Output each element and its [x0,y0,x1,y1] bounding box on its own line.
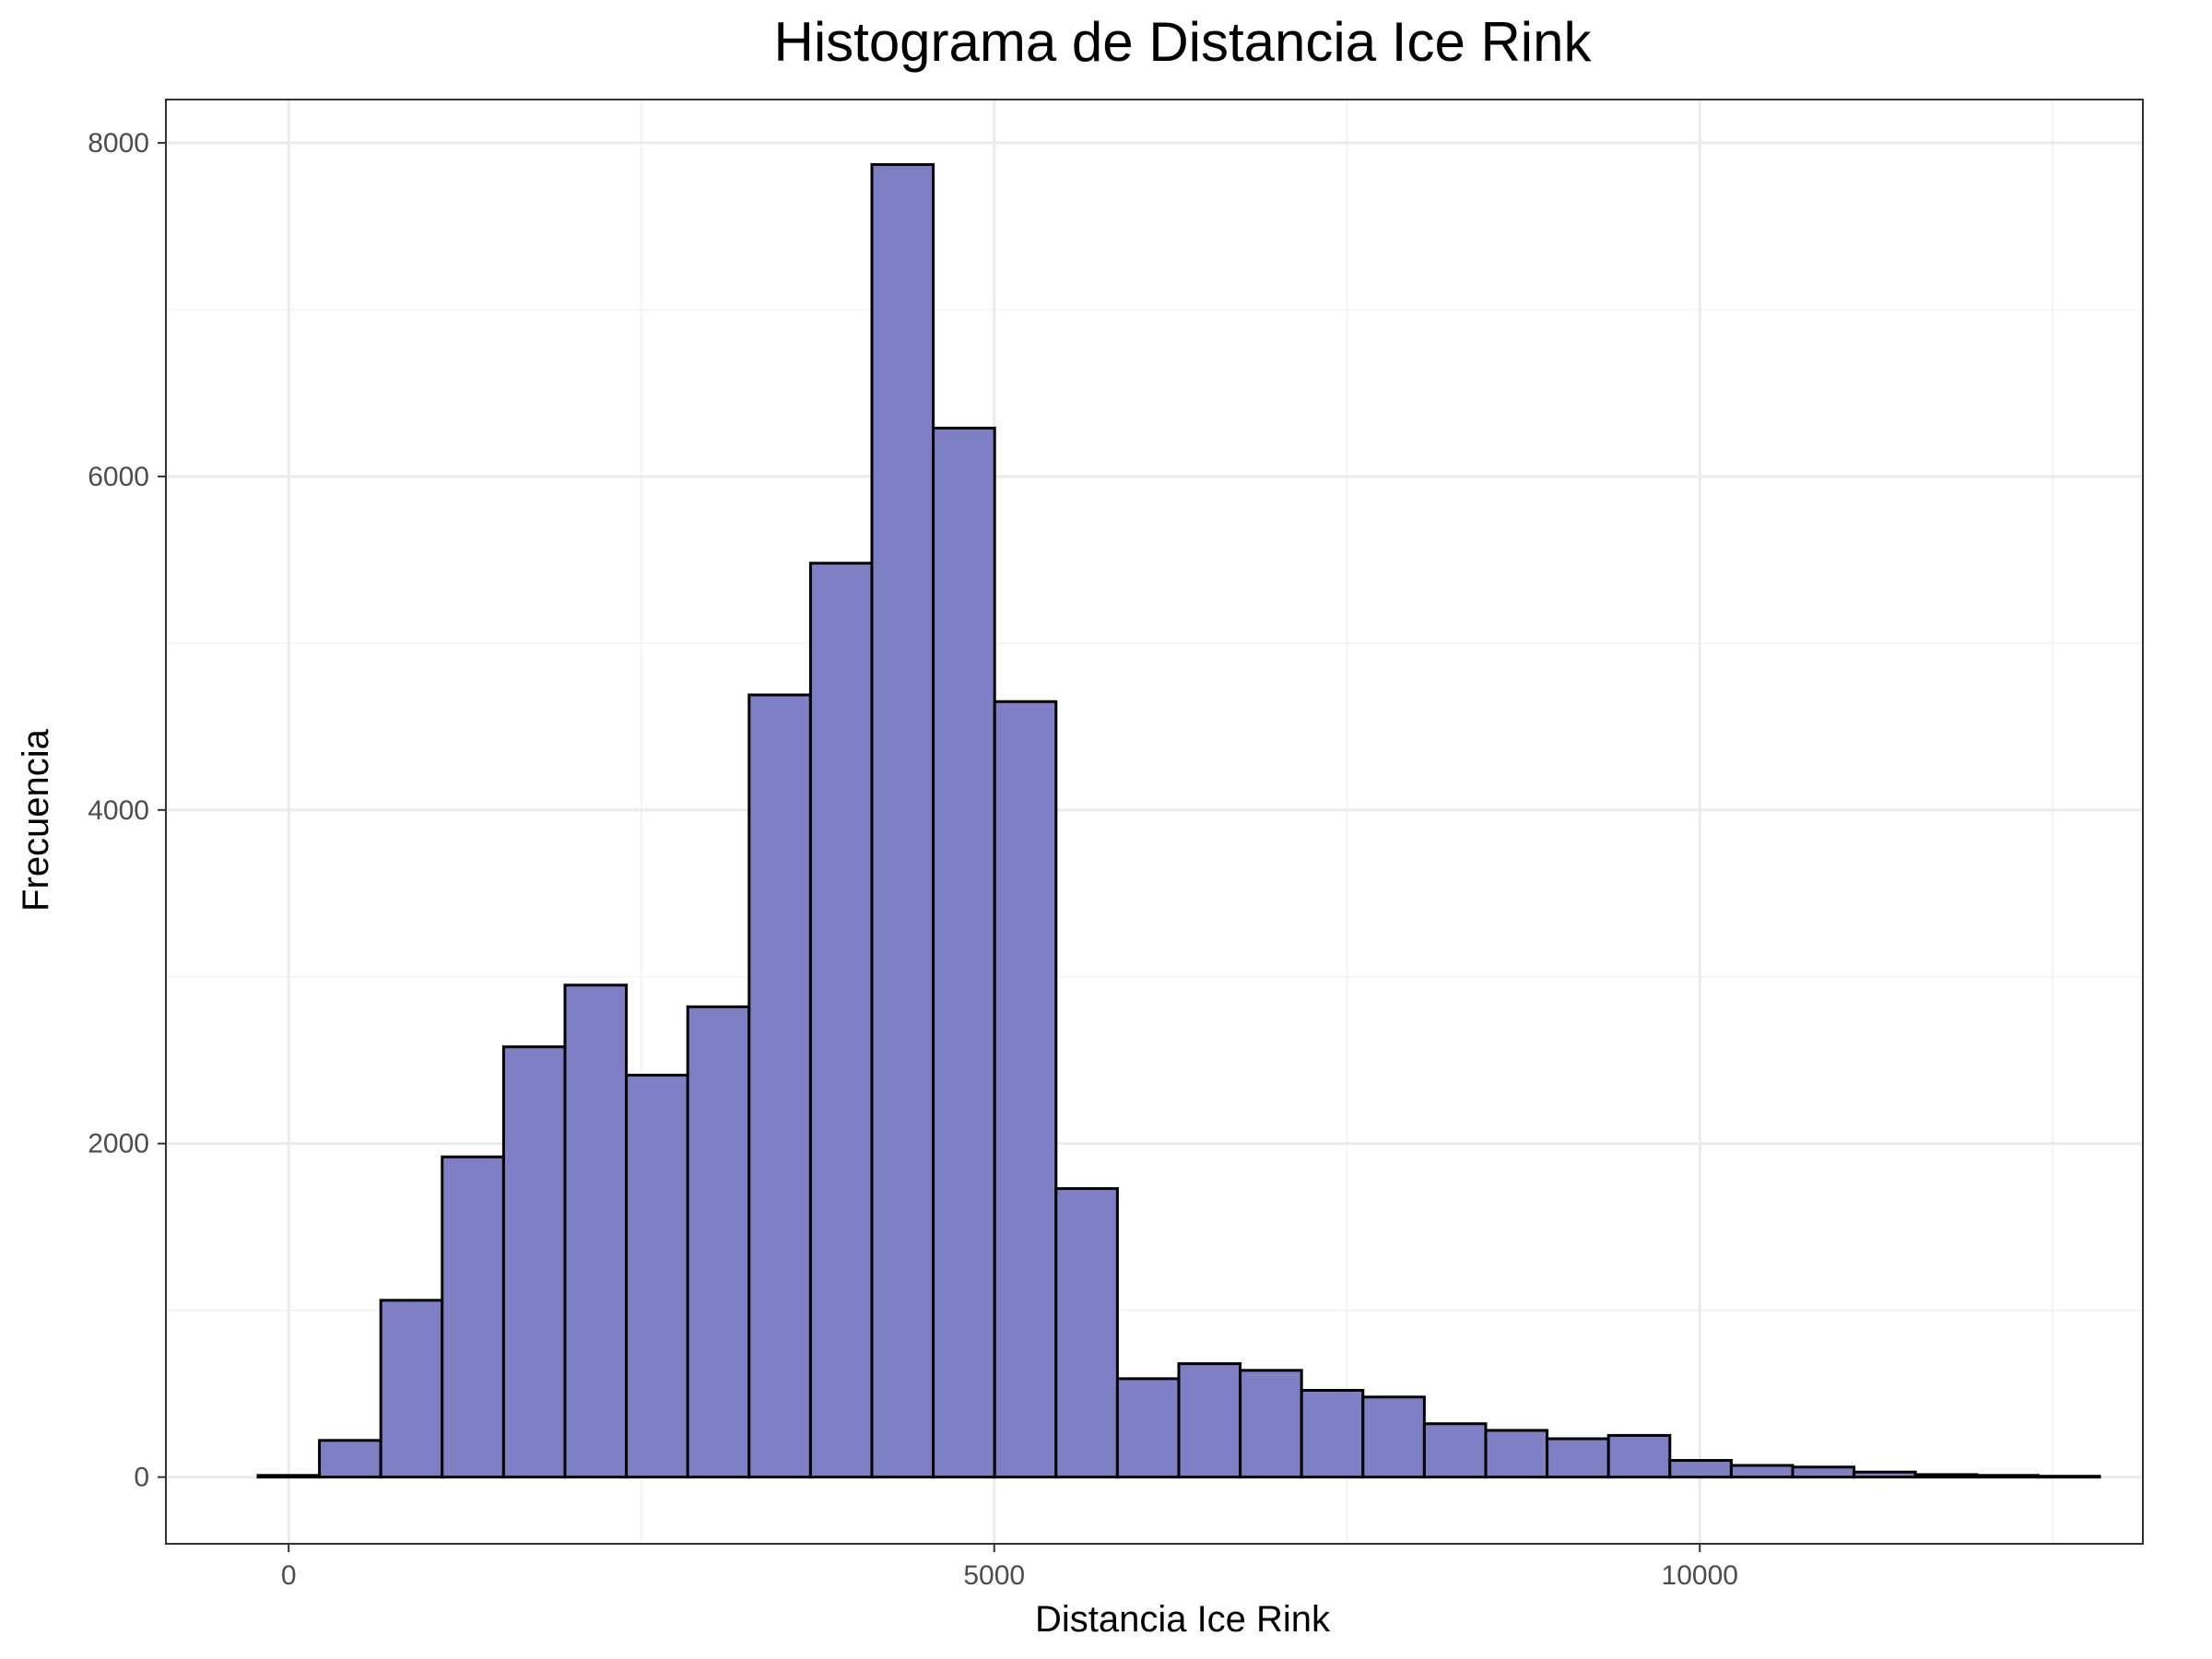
histogram-bar [1300,1389,1365,1479]
histogram-bar [993,700,1058,1479]
histogram-bar [501,1045,567,1479]
plot-panel-border [165,99,2144,1545]
histogram-bars [256,163,2101,1479]
y-axis-title: Frecuencia [16,728,56,912]
histogram-bar [379,1299,444,1479]
y-tick-label: 2000 [88,1129,149,1159]
histogram-bar [1729,1464,1794,1479]
histogram-bar [870,163,935,1479]
x-tick-label: 0 [281,1560,297,1591]
chart-title: Histograma de Distancia Ice Rink [773,11,1592,73]
histogram-bar [686,1005,751,1479]
histogram-bar [1913,1473,1979,1479]
histogram-bar [1361,1395,1426,1479]
histogram-bar [1422,1422,1488,1479]
histogram-bar [747,693,812,1479]
histogram-bar [1484,1429,1549,1479]
x-tick-label: 5000 [963,1560,1025,1591]
histogram-bar [1791,1465,1856,1479]
y-tick-label: 6000 [88,462,149,492]
x-tick-label: 10000 [1662,1560,1738,1591]
y-tick-label: 8000 [88,128,149,159]
histogram-bar [1546,1437,1610,1479]
histogram-bar [1853,1470,1917,1479]
x-axis-title: Distancia Ice Rink [1035,1599,1331,1640]
histogram-bar [1115,1377,1181,1479]
histogram-bar [625,1074,689,1479]
histogram-bar [441,1155,505,1479]
histogram-bar [256,1474,322,1479]
histogram-bar [808,561,874,1479]
histogram-bar [1606,1433,1672,1479]
axis-ticks: 0 5000 10000 0 2000 4000 6000 8000 [88,128,1738,1591]
histogram-bar [932,426,996,1479]
histogram-bar [1054,1187,1119,1479]
histogram-bar [563,983,629,1479]
histogram-bar [1239,1369,1303,1479]
histogram-bar [318,1439,382,1479]
histogram-bar [1177,1362,1242,1479]
histogram-bar [1668,1459,1733,1479]
histogram-bar [1975,1474,2040,1479]
y-tick-label: 0 [134,1463,149,1493]
y-tick-label: 4000 [88,795,149,826]
